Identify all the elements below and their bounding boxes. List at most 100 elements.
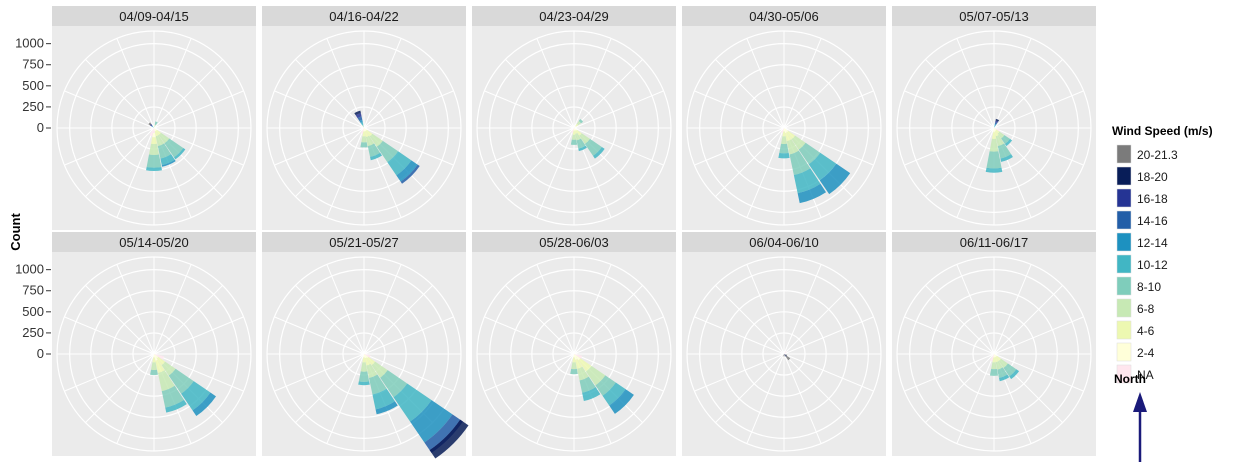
petal-segment [793, 168, 821, 194]
petal-segment [578, 145, 587, 152]
grid-spoke [573, 38, 612, 129]
grid-spoke [85, 59, 155, 129]
grid-spoke [694, 316, 785, 355]
petal-segment [360, 142, 368, 148]
legend-label: NA [1137, 368, 1154, 382]
facet-panel: 04/16-04/22 [262, 6, 466, 230]
petal-segment [808, 152, 837, 181]
petal-segment [995, 129, 1000, 134]
petal-segment [362, 131, 366, 137]
petal-segment [579, 133, 591, 145]
grid-spoke [904, 127, 995, 166]
petal-segment [574, 128, 576, 131]
grid-spoke [505, 127, 575, 197]
grid-spoke [363, 38, 402, 129]
petal-segment [570, 368, 578, 375]
petal-segment [154, 354, 164, 360]
petal-segment [992, 357, 996, 363]
grid-spoke [363, 316, 454, 355]
petal-segment [149, 123, 152, 126]
grid-spoke [153, 59, 223, 129]
grid-spoke [573, 353, 664, 392]
petal-segment [994, 128, 996, 132]
facet-strip [472, 6, 676, 26]
y-axis: 0 250 500 750 1000 0 250 500 750 1000 [15, 36, 51, 361]
legend-label: 4-6 [1137, 324, 1155, 338]
grid-spoke [536, 353, 575, 444]
petal-segment [151, 362, 157, 371]
petal-segment [362, 124, 364, 127]
petal-segment [387, 151, 412, 176]
petal-segment [1003, 363, 1017, 377]
grid-spoke [783, 38, 822, 129]
petal-segment [989, 354, 994, 362]
petal-segment [361, 136, 367, 143]
petal-segment [393, 383, 432, 422]
facet-strip-label: 05/14-05/20 [119, 235, 188, 250]
petal-segment [151, 125, 154, 128]
facet-strip [472, 232, 676, 252]
legend-key [1116, 210, 1132, 230]
y-tick-label: 1000 [15, 262, 44, 277]
petal-segment [585, 365, 606, 386]
petal-segment [994, 125, 996, 128]
grid-spoke [295, 285, 365, 355]
y-tick-label: 750 [22, 57, 44, 72]
legend-key [1116, 320, 1132, 340]
grid-spoke [153, 90, 244, 129]
grid-spoke [536, 264, 575, 355]
grid-spoke [363, 127, 454, 166]
petal-segment [152, 132, 156, 138]
petal-segment [366, 356, 376, 366]
petal-segment [574, 125, 577, 128]
petal-segment [360, 122, 364, 126]
petal-segment [150, 124, 153, 127]
petal-segment [354, 110, 361, 116]
grid-spoke [993, 285, 1063, 355]
grid-spoke [326, 127, 365, 218]
grid-spoke [153, 316, 244, 355]
petal-segment [364, 128, 367, 131]
y-tick-label: 250 [22, 99, 44, 114]
facet-strip [262, 232, 466, 252]
petal-segment [574, 354, 583, 359]
grid-spoke [484, 353, 575, 392]
grid-spoke [993, 264, 1032, 355]
grid-spoke [783, 127, 874, 166]
facet-strip-label: 04/09-04/15 [119, 9, 188, 24]
petal-segment [152, 357, 156, 363]
petal-segment [410, 400, 453, 443]
facet-panels: 04/09-04/15 04/16-04/22 04/23-04/29 04/30-0… [52, 6, 1096, 459]
grid-spoke [363, 264, 402, 355]
petal-segment [364, 128, 366, 132]
facet-strip-label: 04/23-04/29 [539, 9, 608, 24]
petal-segment [789, 150, 811, 176]
facet-panel: 04/09-04/15 [52, 6, 256, 230]
petal-segment [376, 140, 399, 163]
petal-segment [148, 122, 152, 126]
north-indicator: North [1114, 372, 1147, 462]
petal-segment [574, 354, 581, 361]
legend-key [1116, 276, 1132, 296]
petal-segment [572, 357, 576, 363]
legend-key [1116, 254, 1132, 274]
grid-spoke [993, 38, 1032, 129]
petal-segment [380, 370, 408, 398]
grid-spoke [274, 316, 365, 355]
petal-segment [151, 137, 157, 145]
y-tick-label: 750 [22, 283, 44, 298]
grid-spoke [484, 90, 575, 129]
facet-strip [52, 6, 256, 26]
facet-strip-label: 05/28-06/03 [539, 235, 608, 250]
petal-segment [357, 116, 363, 121]
grid-spoke [85, 285, 155, 355]
petal-segment [998, 358, 1008, 368]
petal-segment [375, 401, 398, 415]
legend-label: 14-16 [1137, 214, 1168, 228]
grid-spoke [993, 90, 1084, 129]
petal-segment [989, 368, 999, 376]
petal-segment [572, 130, 576, 135]
petal-segment [400, 164, 420, 184]
petal-segment [782, 131, 786, 137]
grid-spoke [295, 59, 365, 129]
